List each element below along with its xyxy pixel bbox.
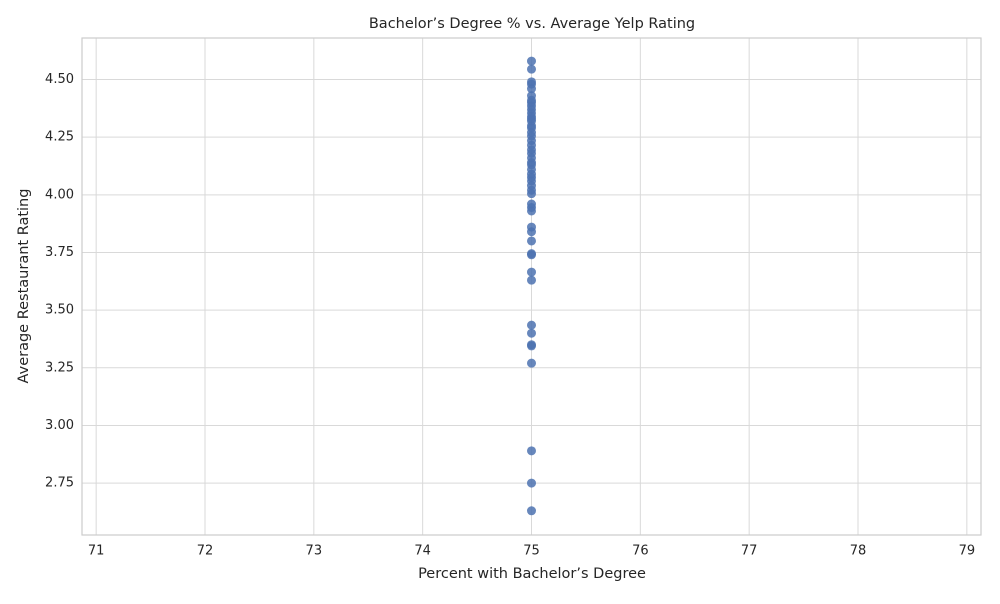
point (527, 56, 536, 66)
x-tick-label: 75 (523, 544, 540, 559)
y-tick-label: 3.75 (45, 245, 74, 260)
x-tick-label: 76 (632, 544, 649, 559)
x-tick-label: 74 (414, 544, 431, 559)
point (527, 358, 536, 368)
point (527, 320, 536, 330)
chart-title: Bachelor’s Degree % vs. Average Yelp Rat… (369, 16, 695, 32)
x-tick-label: 72 (197, 544, 214, 559)
point (527, 446, 536, 456)
y-tick-label: 4.50 (45, 72, 74, 87)
x-axis-label: Percent with Bachelor’s Degree (418, 566, 646, 582)
y-tick-label: 3.25 (45, 360, 74, 375)
point (527, 206, 536, 216)
x-tick-label: 77 (741, 544, 758, 559)
y-tick-label: 4.25 (45, 130, 74, 145)
point (527, 267, 536, 277)
point (527, 328, 536, 338)
y-tick-label: 4.00 (45, 187, 74, 202)
x-tick-label: 79 (959, 544, 976, 559)
point (527, 275, 536, 285)
plot-frame (81, 37, 982, 536)
x-tick-label: 78 (850, 544, 867, 559)
y-tick-label: 2.75 (45, 476, 74, 491)
point (527, 64, 536, 74)
y-tick-label: 3.00 (45, 418, 74, 433)
point (527, 250, 536, 260)
point (527, 189, 536, 199)
point (527, 236, 536, 246)
point (527, 84, 536, 94)
x-tick-label: 73 (306, 544, 323, 559)
point (527, 478, 536, 488)
x-tick-label: 71 (88, 544, 105, 559)
y-axis-label: Average Restaurant Rating (16, 189, 32, 384)
point (527, 227, 536, 237)
point (527, 506, 536, 516)
y-tick-label: 3.50 (45, 303, 74, 318)
point (527, 341, 536, 351)
